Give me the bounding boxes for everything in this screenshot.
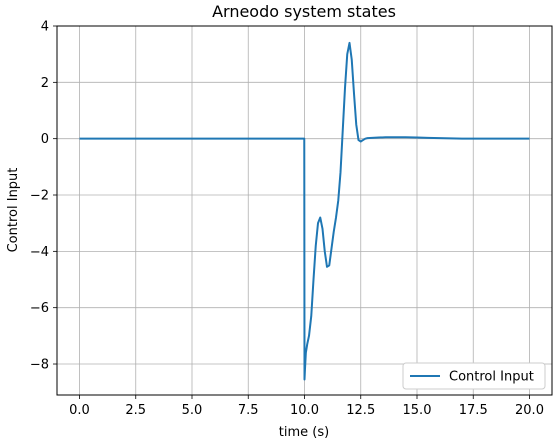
x-tick-label: 12.5 xyxy=(346,403,375,418)
y-tick-label: 0 xyxy=(41,132,49,147)
y-tick-label: 2 xyxy=(41,76,49,91)
y-tick-label: 4 xyxy=(41,20,49,35)
x-tick-label: 0.0 xyxy=(69,403,90,418)
x-tick-label: 15.0 xyxy=(403,403,432,418)
y-axis-label: Control Input xyxy=(6,168,21,253)
legend-label: Control Input xyxy=(449,370,534,385)
x-tick-label: 10.0 xyxy=(290,403,319,418)
legend: Control Input xyxy=(402,362,546,390)
chart-title: Arneodo system states xyxy=(212,2,396,21)
x-tick-label: 17.5 xyxy=(459,403,488,418)
y-tick-label: −2 xyxy=(30,189,49,204)
y-axis-ticks: 4 2 0 −2 −4 −6 −8 xyxy=(30,20,57,373)
x-tick-label: 5.0 xyxy=(182,403,203,418)
y-tick-label: −6 xyxy=(30,301,49,316)
legend-box xyxy=(402,362,546,390)
x-tick-label: 7.5 xyxy=(238,403,259,418)
x-axis-label: time (s) xyxy=(279,425,329,440)
series-layer xyxy=(79,41,530,381)
y-tick-label: −4 xyxy=(30,245,49,260)
y-tick-label: −8 xyxy=(30,358,49,373)
x-axis-ticks: 0.0 2.5 5.0 7.5 10.0 12.5 15.0 17.5 20.0 xyxy=(69,395,544,418)
series-line-control-input xyxy=(79,41,530,381)
x-tick-label: 2.5 xyxy=(125,403,146,418)
x-tick-label: 20.0 xyxy=(515,403,544,418)
